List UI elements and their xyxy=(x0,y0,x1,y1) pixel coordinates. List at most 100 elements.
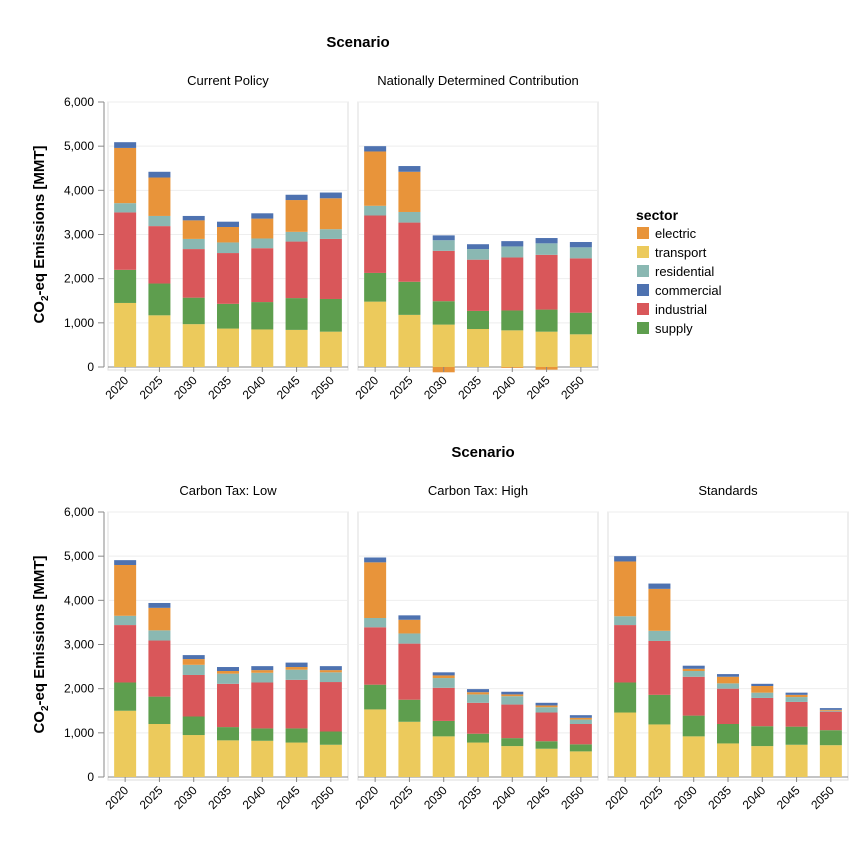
bar-segment-residential xyxy=(398,633,421,644)
legend-swatch-transport xyxy=(637,246,649,258)
panel-title: Carbon Tax: High xyxy=(428,483,528,498)
bar-segment-transport xyxy=(569,334,592,367)
x-tick-label: 2020 xyxy=(352,373,381,402)
bar-segment-industrial xyxy=(398,222,421,282)
bar-segment-industrial xyxy=(535,254,558,310)
bar-segment-industrial xyxy=(148,226,171,284)
scenario-header: Scenario xyxy=(326,34,389,51)
bar-segment-commercial xyxy=(819,708,842,710)
bar-segment-industrial xyxy=(785,701,808,727)
bar-segment-electric xyxy=(364,562,387,618)
x-tick-label: 2025 xyxy=(137,373,166,402)
bar-segment-industrial xyxy=(432,687,455,721)
x-tick-label: 2050 xyxy=(808,783,837,812)
bar-segment-industrial xyxy=(285,241,308,299)
x-tick-label: 2050 xyxy=(308,783,337,812)
x-tick-label: 2025 xyxy=(137,783,166,812)
bar-segment-supply xyxy=(182,297,205,325)
x-tick-label: 2020 xyxy=(102,373,131,402)
bar-segment-supply xyxy=(501,738,524,747)
bar-segment-industrial xyxy=(398,643,421,700)
bar-segment-commercial xyxy=(114,560,137,565)
bar-segment-electric xyxy=(819,709,842,711)
legend-swatch-electric xyxy=(637,227,649,239)
y-tick-label: 3,000 xyxy=(64,228,94,242)
x-tick-label: 2050 xyxy=(558,783,587,812)
bar-segment-supply xyxy=(114,682,137,711)
bar-segment-commercial xyxy=(398,615,421,620)
legend-label-residential: residential xyxy=(655,264,714,279)
x-tick-label: 2035 xyxy=(705,783,734,812)
bar-segment-residential xyxy=(614,616,637,626)
bar-segment-transport xyxy=(364,709,387,777)
y-tick-label: 2,000 xyxy=(64,682,94,696)
bar-segment-residential xyxy=(467,249,489,260)
bar-segment-residential xyxy=(319,229,342,239)
bar-segment-residential xyxy=(785,697,808,702)
bar-segment-residential xyxy=(569,247,592,259)
x-tick-label: 2040 xyxy=(240,783,269,812)
bar-segment-supply xyxy=(535,741,558,749)
panel-title: Carbon Tax: Low xyxy=(179,483,277,498)
y-tick-label: 2,000 xyxy=(64,272,94,286)
bar-segment-transport xyxy=(614,712,637,777)
bar-segment-transport xyxy=(319,744,342,777)
x-tick-label: 2030 xyxy=(671,783,700,812)
y-tick-label: 3,000 xyxy=(64,638,94,652)
bar-segment-commercial xyxy=(364,557,387,563)
bar-segment-residential xyxy=(319,672,342,683)
bar-segment-residential xyxy=(432,240,455,251)
bar-segment-residential xyxy=(648,630,671,641)
bar-segment-transport xyxy=(251,740,274,777)
bar-segment-transport xyxy=(751,746,774,777)
bar-segment-industrial xyxy=(501,704,524,739)
bar-segment-transport xyxy=(398,721,421,777)
bar-segment-supply xyxy=(432,720,455,737)
bar-segment-transport xyxy=(648,724,671,777)
bar-segment-industrial xyxy=(819,711,842,731)
x-tick-label: 2045 xyxy=(274,373,303,402)
bar-segment-electric xyxy=(114,147,137,204)
bar-segment-residential xyxy=(251,238,274,249)
bar-segment-residential xyxy=(285,231,308,242)
bar-segment-industrial xyxy=(614,625,637,683)
bar-segment-supply xyxy=(467,310,489,330)
bar-segment-industrial xyxy=(569,258,592,313)
bar-segment-electric xyxy=(319,198,342,230)
bar-segment-electric xyxy=(319,670,342,673)
bar-segment-supply xyxy=(285,298,308,330)
bar-segment-electric xyxy=(251,670,274,673)
x-tick-label: 2030 xyxy=(171,373,200,402)
x-tick-label: 2040 xyxy=(490,783,519,812)
legend-swatch-supply xyxy=(637,322,649,334)
bar-segment-residential xyxy=(148,215,171,227)
legend-label-transport: transport xyxy=(655,245,707,260)
bar-segment-supply xyxy=(717,724,739,744)
x-tick-label: 2020 xyxy=(602,783,631,812)
bar-segment-supply xyxy=(501,310,524,331)
bar-segment-residential xyxy=(432,678,455,688)
bar-segment-commercial xyxy=(217,221,239,227)
bar-segment-electric xyxy=(114,565,137,616)
bar-segment-supply xyxy=(217,303,239,329)
legend-label-supply: supply xyxy=(655,321,693,336)
bar-segment-electric xyxy=(535,705,558,708)
x-tick-label: 2045 xyxy=(774,783,803,812)
scenario-header: Scenario xyxy=(451,444,514,461)
bar-segment-supply xyxy=(432,301,455,325)
bar-segment-industrial xyxy=(648,640,671,695)
bar-segment-industrial xyxy=(114,625,137,683)
bar-segment-transport xyxy=(148,315,171,367)
bar-segment-residential xyxy=(751,692,774,698)
x-tick-label: 2040 xyxy=(240,373,269,402)
bar-segment-electric xyxy=(614,561,637,617)
bar-segment-commercial xyxy=(467,244,489,250)
bar-segment-supply xyxy=(682,715,705,737)
bar-segment-residential xyxy=(182,238,205,250)
y-tick-label: 4,000 xyxy=(64,183,94,197)
bar-segment-commercial xyxy=(501,691,524,695)
bar-segment-supply xyxy=(114,269,137,303)
x-tick-label: 2030 xyxy=(421,783,450,812)
bar-segment-supply xyxy=(251,302,274,330)
